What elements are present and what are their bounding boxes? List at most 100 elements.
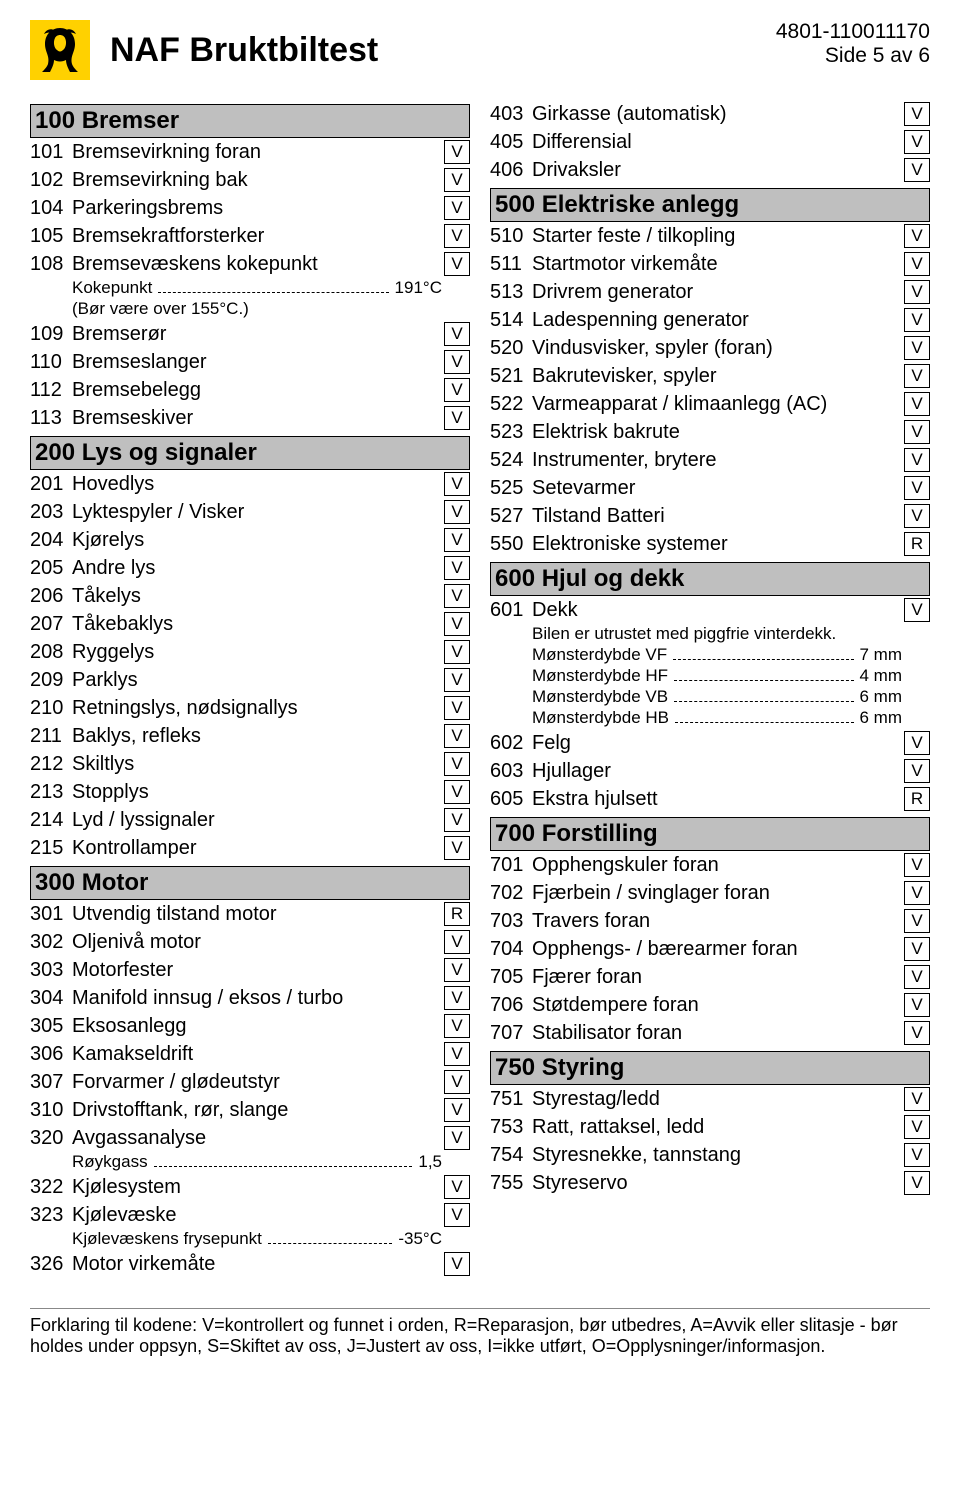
item-label: Fjærbein / svinglager foran bbox=[532, 882, 904, 905]
item-code: 605 bbox=[490, 788, 532, 811]
check-item: 212SkiltlysV bbox=[30, 750, 470, 778]
sub-dash bbox=[158, 292, 388, 293]
item-label: Hjullager bbox=[532, 760, 904, 783]
section-header: 200 Lys og signaler bbox=[30, 436, 470, 470]
item-code: 201 bbox=[30, 473, 72, 496]
item-code: 104 bbox=[30, 197, 72, 220]
check-item: 206TåkelysV bbox=[30, 582, 470, 610]
sub-dash bbox=[154, 1166, 413, 1167]
item-label: Skiltlys bbox=[72, 753, 444, 776]
sub-value: -35°C bbox=[398, 1229, 470, 1249]
item-code: 521 bbox=[490, 365, 532, 388]
section-header: 600 Hjul og dekk bbox=[490, 562, 930, 596]
check-item: 510Starter feste / tilkoplingV bbox=[490, 222, 930, 250]
item-badge: V bbox=[444, 140, 470, 164]
item-badge: V bbox=[444, 224, 470, 248]
item-badge: V bbox=[904, 759, 930, 783]
section-header: 100 Bremser bbox=[30, 104, 470, 138]
item-badge: V bbox=[904, 504, 930, 528]
item-code: 102 bbox=[30, 169, 72, 192]
check-item: 208RyggelysV bbox=[30, 638, 470, 666]
item-label: Opphengskuler foran bbox=[532, 854, 904, 877]
check-item: 102Bremsevirkning bakV bbox=[30, 166, 470, 194]
check-item: 605Ekstra hjulsettR bbox=[490, 785, 930, 813]
item-label: Bakrutevisker, spyler bbox=[532, 365, 904, 388]
sub-value: 191°C bbox=[395, 278, 470, 298]
item-code: 113 bbox=[30, 407, 72, 430]
sub-label: Mønsterdybde VB bbox=[532, 687, 668, 707]
item-code: 101 bbox=[30, 141, 72, 164]
sub-label: Kjølevæskens frysepunkt bbox=[72, 1229, 262, 1249]
sub-dash bbox=[673, 659, 853, 660]
sub-measure: Mønsterdybde HF4 mm bbox=[490, 666, 930, 687]
check-item: 301Utvendig tilstand motorR bbox=[30, 900, 470, 928]
item-badge: V bbox=[904, 881, 930, 905]
item-label: Setevarmer bbox=[532, 477, 904, 500]
check-item: 513Drivrem generatorV bbox=[490, 278, 930, 306]
check-item: 601DekkV bbox=[490, 596, 930, 624]
check-item: 525SetevarmerV bbox=[490, 474, 930, 502]
item-label: Travers foran bbox=[532, 910, 904, 933]
item-badge: V bbox=[904, 1143, 930, 1167]
item-code: 513 bbox=[490, 281, 532, 304]
item-label: Felg bbox=[532, 732, 904, 755]
item-badge: V bbox=[444, 322, 470, 346]
item-label: Manifold innsug / eksos / turbo bbox=[72, 987, 444, 1010]
item-label: Kamakseldrift bbox=[72, 1043, 444, 1066]
item-badge: V bbox=[444, 252, 470, 276]
item-label: Differensial bbox=[532, 131, 904, 154]
item-label: Bremsevæskens kokepunkt bbox=[72, 253, 444, 276]
item-badge: V bbox=[904, 130, 930, 154]
check-item: 109BremserørV bbox=[30, 320, 470, 348]
item-label: Kontrollamper bbox=[72, 837, 444, 860]
item-label: Varmeapparat / klimaanlegg (AC) bbox=[532, 393, 904, 416]
check-item: 322KjølesystemV bbox=[30, 1173, 470, 1201]
sub-measure: Mønsterdybde HB6 mm bbox=[490, 708, 930, 729]
item-badge: V bbox=[444, 930, 470, 954]
check-item: 706Støtdempere foranV bbox=[490, 991, 930, 1019]
item-code: 406 bbox=[490, 159, 532, 182]
item-badge: V bbox=[444, 780, 470, 804]
sub-measure: Mønsterdybde VB6 mm bbox=[490, 687, 930, 708]
item-label: Drivstofftank, rør, slange bbox=[72, 1099, 444, 1122]
sub-value: 1,5 bbox=[418, 1152, 470, 1172]
item-code: 601 bbox=[490, 599, 532, 622]
sub-label: Kokepunkt bbox=[72, 278, 152, 298]
check-item: 305EksosanleggV bbox=[30, 1012, 470, 1040]
sub-dash bbox=[674, 701, 853, 702]
item-label: Starter feste / tilkopling bbox=[532, 225, 904, 248]
item-code: 701 bbox=[490, 854, 532, 877]
item-code: 405 bbox=[490, 131, 532, 154]
item-code: 214 bbox=[30, 809, 72, 832]
item-badge: V bbox=[904, 158, 930, 182]
check-item: 204KjørelysV bbox=[30, 526, 470, 554]
check-item: 703Travers foranV bbox=[490, 907, 930, 935]
check-item: 514Ladespenning generatorV bbox=[490, 306, 930, 334]
check-item: 527Tilstand BatteriV bbox=[490, 502, 930, 530]
item-label: Retningslys, nødsignallys bbox=[72, 697, 444, 720]
item-code: 525 bbox=[490, 477, 532, 500]
check-item: 702Fjærbein / svinglager foranV bbox=[490, 879, 930, 907]
section-header: 750 Styring bbox=[490, 1051, 930, 1085]
check-item: 112BremsebeleggV bbox=[30, 376, 470, 404]
sub-value: 6 mm bbox=[860, 708, 931, 728]
check-item: 603HjullagerV bbox=[490, 757, 930, 785]
check-item: 303MotorfesterV bbox=[30, 956, 470, 984]
item-code: 303 bbox=[30, 959, 72, 982]
item-code: 602 bbox=[490, 732, 532, 755]
item-label: Tåkebaklys bbox=[72, 613, 444, 636]
item-label: Opphengs- / bærearmer foran bbox=[532, 938, 904, 961]
item-badge: V bbox=[444, 500, 470, 524]
item-code: 208 bbox=[30, 641, 72, 664]
item-badge: V bbox=[444, 612, 470, 636]
item-label: Bremsevirkning bak bbox=[72, 169, 444, 192]
item-code: 520 bbox=[490, 337, 532, 360]
check-item: 707Stabilisator foranV bbox=[490, 1019, 930, 1047]
item-label: Girkasse (automatisk) bbox=[532, 103, 904, 126]
item-badge: V bbox=[904, 392, 930, 416]
item-label: Bremsevirkning foran bbox=[72, 141, 444, 164]
check-item: 523Elektrisk bakruteV bbox=[490, 418, 930, 446]
item-code: 522 bbox=[490, 393, 532, 416]
item-code: 707 bbox=[490, 1022, 532, 1045]
item-label: Instrumenter, brytere bbox=[532, 449, 904, 472]
